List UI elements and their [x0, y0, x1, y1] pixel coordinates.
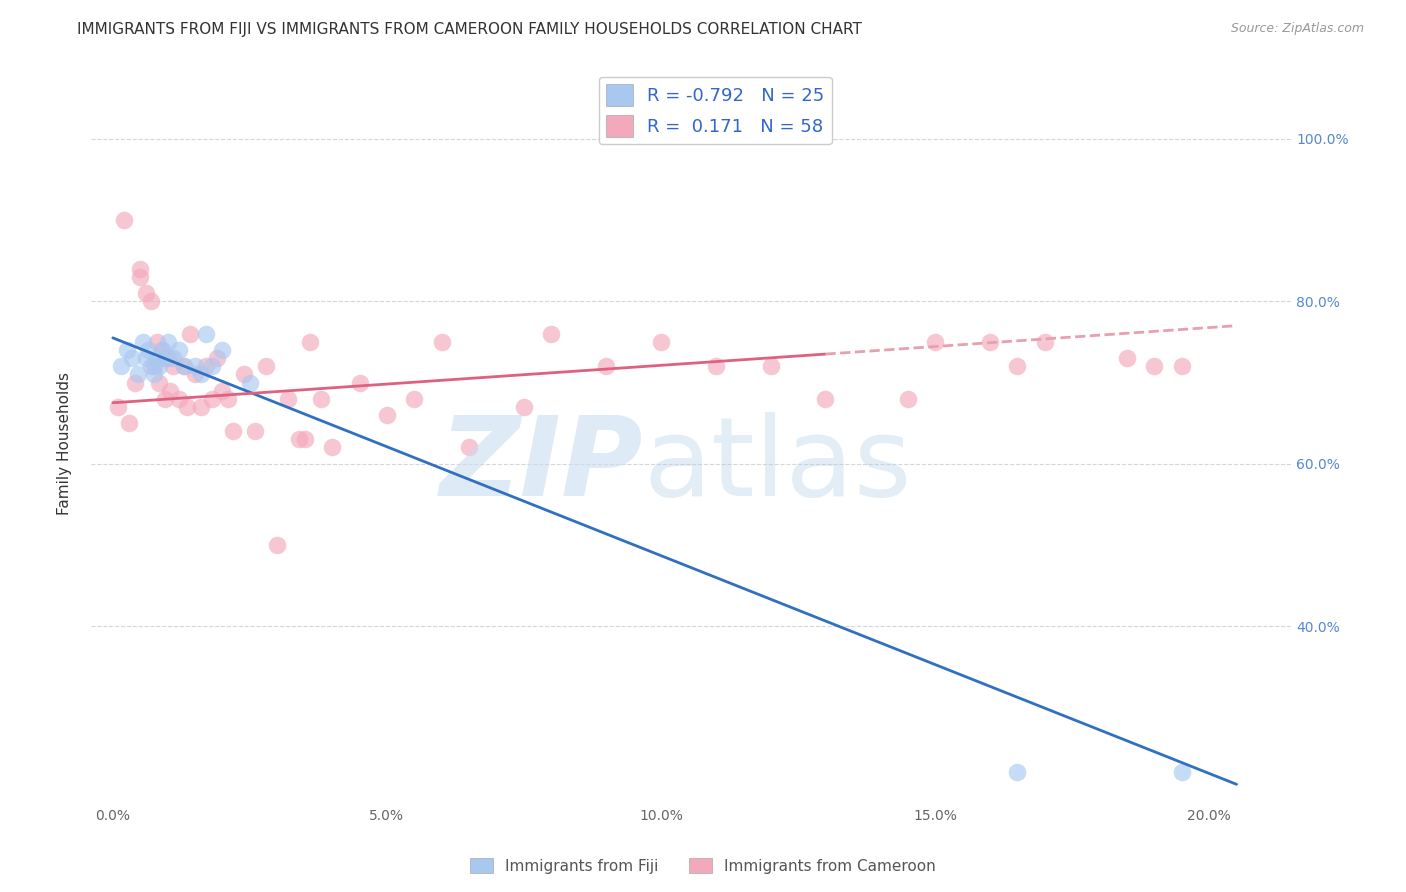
Point [143, 359, 166, 374]
Point [148, 376, 170, 390]
Point [112, 213, 135, 227]
Point [321, 441, 343, 455]
Point [375, 408, 398, 422]
Point [233, 368, 256, 382]
Point [759, 359, 782, 374]
Point [404, 392, 426, 406]
Point [124, 376, 146, 390]
Point [266, 538, 288, 552]
Point [1170, 359, 1192, 374]
Point [349, 376, 371, 390]
Point [595, 359, 617, 374]
Point [430, 334, 453, 349]
Point [150, 343, 173, 357]
Point [195, 326, 218, 341]
Point [141, 294, 163, 309]
Point [153, 351, 176, 366]
Legend: R = -0.792   N = 25, R =  0.171   N = 58: R = -0.792 N = 25, R = 0.171 N = 58 [599, 77, 832, 145]
Point [145, 334, 167, 349]
Point [1143, 359, 1166, 374]
Point [299, 334, 322, 349]
Point [190, 400, 212, 414]
Point [195, 359, 218, 374]
Point [176, 400, 198, 414]
Point [148, 359, 170, 374]
Point [1170, 765, 1192, 780]
Point [167, 392, 190, 406]
Point [110, 359, 132, 374]
Point [294, 433, 316, 447]
Point [239, 376, 262, 390]
Point [222, 424, 245, 438]
Point [1007, 765, 1029, 780]
Point [129, 270, 152, 285]
Point [277, 392, 299, 406]
Point [135, 286, 157, 301]
Point [254, 359, 277, 374]
Point [173, 359, 195, 374]
Point [650, 334, 672, 349]
Text: Source: ZipAtlas.com: Source: ZipAtlas.com [1230, 22, 1364, 36]
Point [179, 326, 201, 341]
Point [129, 261, 152, 276]
Point [138, 343, 160, 357]
Point [145, 351, 167, 366]
Point [513, 400, 536, 414]
Point [156, 334, 179, 349]
Point [107, 400, 129, 414]
Point [153, 392, 176, 406]
Point [173, 359, 195, 374]
Point [1033, 334, 1056, 349]
Point [814, 392, 837, 406]
Point [924, 334, 946, 349]
Legend: Immigrants from Fiji, Immigrants from Cameroon: Immigrants from Fiji, Immigrants from Ca… [464, 852, 942, 880]
Point [217, 392, 239, 406]
Point [156, 351, 179, 366]
Point [704, 359, 727, 374]
Text: IMMIGRANTS FROM FIJI VS IMMIGRANTS FROM CAMEROON FAMILY HOUSEHOLDS CORRELATION C: IMMIGRANTS FROM FIJI VS IMMIGRANTS FROM … [77, 22, 862, 37]
Point [135, 351, 157, 366]
Point [159, 384, 181, 398]
Point [150, 343, 173, 357]
Point [288, 433, 311, 447]
Point [458, 441, 481, 455]
Point [162, 359, 184, 374]
Point [205, 351, 228, 366]
Point [115, 343, 138, 357]
Point [121, 351, 143, 366]
Point [245, 424, 267, 438]
Point [190, 368, 212, 382]
Point [141, 359, 163, 374]
Point [132, 334, 155, 349]
Point [211, 384, 233, 398]
Point [127, 368, 149, 382]
Point [162, 351, 184, 366]
Point [200, 392, 222, 406]
Point [540, 326, 562, 341]
Point [143, 368, 166, 382]
Point [309, 392, 332, 406]
Point [200, 359, 222, 374]
Point [211, 343, 233, 357]
Point [167, 343, 190, 357]
Point [1007, 359, 1029, 374]
Y-axis label: Family Households: Family Households [58, 372, 72, 515]
Point [118, 416, 141, 430]
Point [1115, 351, 1137, 366]
Point [184, 368, 207, 382]
Point [897, 392, 920, 406]
Text: atlas: atlas [643, 411, 911, 518]
Point [184, 359, 207, 374]
Text: ZIP: ZIP [440, 411, 643, 518]
Point [979, 334, 1001, 349]
